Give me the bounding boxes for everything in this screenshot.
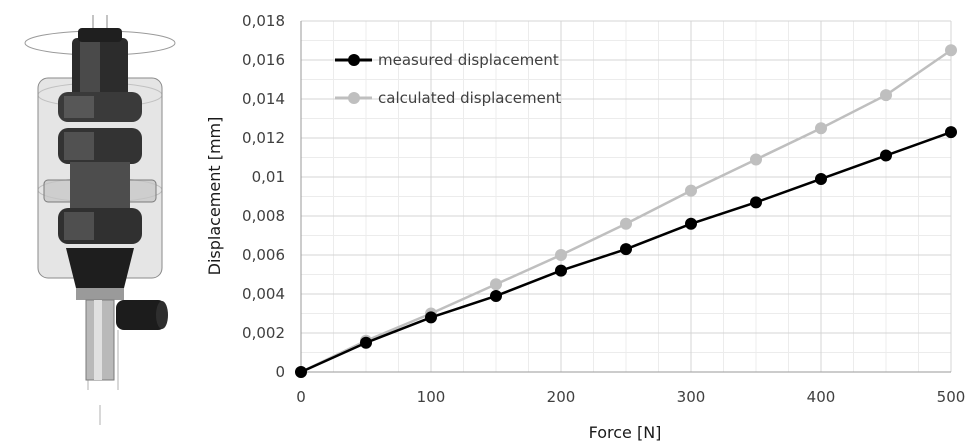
y-tick-label: 0,01	[252, 168, 285, 186]
data-point	[620, 243, 632, 256]
legend-label-measured: measured displacement	[378, 51, 559, 69]
mechanical-assembly-render-icon	[24, 15, 176, 425]
data-point	[425, 311, 437, 324]
data-point	[880, 89, 892, 102]
legend-entry-calculated: calculated displacement	[335, 89, 561, 107]
y-tick-label: 0,004	[242, 285, 285, 303]
y-tick-label: 0,002	[242, 324, 285, 342]
data-point	[555, 249, 567, 261]
legend-marker-measured	[348, 54, 360, 66]
x-axis-ticks: 0 100 200 300 400 500	[296, 388, 965, 406]
x-axis-title: Force [N]	[589, 423, 662, 441]
legend-label-calculated: calculated displacement	[378, 89, 561, 107]
chart-axes	[300, 21, 951, 373]
data-point	[295, 366, 307, 378]
x-tick-label: 100	[417, 388, 446, 406]
x-tick-label: 0	[296, 388, 306, 406]
legend-marker-calculated	[348, 92, 360, 104]
y-tick-label: 0,014	[242, 90, 285, 108]
series-measured	[295, 126, 957, 378]
data-point	[685, 217, 697, 230]
data-point	[750, 153, 762, 166]
y-axis-ticks: 0 0,002 0,004 0,006 0,008 0,01 0,012 0,014 0,016…	[242, 12, 285, 381]
y-tick-label: 0,016	[242, 51, 285, 69]
data-point	[620, 217, 632, 230]
chart-grid	[300, 20, 952, 373]
x-tick-label: 300	[677, 388, 706, 406]
data-point	[685, 184, 697, 197]
y-axis-title: Displacement [mm]	[205, 117, 224, 276]
data-point	[880, 149, 892, 162]
y-tick-label: 0,008	[242, 207, 285, 225]
data-point	[750, 196, 762, 209]
y-tick-label: 0,006	[242, 246, 285, 264]
data-point	[815, 172, 827, 185]
data-point	[945, 126, 957, 139]
x-tick-label: 200	[547, 388, 576, 406]
data-point	[815, 122, 827, 135]
data-point	[555, 264, 567, 277]
data-point	[360, 336, 372, 349]
data-point	[945, 44, 957, 57]
chart-legend: measured displacement calculated displac…	[335, 51, 561, 107]
y-tick-label: 0,018	[242, 12, 285, 30]
y-tick-label: 0,012	[242, 129, 285, 147]
legend-entry-measured: measured displacement	[335, 51, 559, 69]
data-point	[490, 278, 502, 291]
y-tick-label: 0	[275, 363, 285, 381]
x-tick-label: 500	[937, 388, 966, 406]
series-layer	[295, 44, 957, 378]
x-tick-label: 400	[807, 388, 836, 406]
data-point	[490, 289, 502, 302]
